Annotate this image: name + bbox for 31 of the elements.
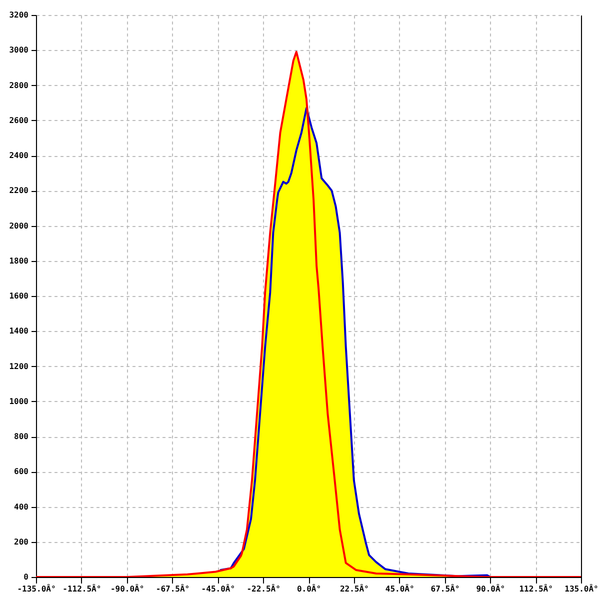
x-tick-label: -67.5Â°	[156, 584, 190, 594]
x-tick-label: -112.5Â°	[62, 584, 102, 594]
y-tick-label: 1600	[9, 292, 29, 300]
y-tick-label: 2600	[9, 116, 29, 125]
y-tick-label: 2200	[9, 186, 29, 196]
y-tick-label: 2400	[9, 151, 29, 160]
x-tick-label: 112.5Â°	[519, 584, 553, 594]
y-tick-label: 3200	[9, 10, 29, 20]
line-series	[220, 107, 492, 577]
x-tick-label: 135.0Â°	[564, 584, 598, 594]
y-tick-label: 200	[14, 537, 29, 546]
x-tick-label: -90.0Â°	[110, 584, 144, 594]
y-tick-label: 800	[14, 432, 29, 441]
y-tick-label: 1200	[9, 362, 29, 371]
y-tick-label: 0	[24, 572, 29, 582]
y-tick-label: 3000	[9, 46, 29, 55]
y-tick-label: 600	[14, 467, 29, 476]
x-tick-label: 90.0Â°	[476, 584, 506, 594]
x-tick-label: -135.0Â°	[17, 584, 56, 594]
x-tick-label: 67.5Â°	[430, 584, 460, 594]
x-tick-label: -45.0Â°	[201, 584, 236, 594]
x-tick-label: 22.5Â°	[340, 584, 369, 594]
y-tick-label: 400	[14, 502, 29, 512]
x-tick-label: 0.0Â°	[296, 584, 322, 594]
y-tick-label: 2800	[9, 80, 29, 90]
y-tick-label: 1400	[9, 326, 29, 336]
y-tick-label: 1000	[9, 396, 29, 406]
y-tick-label: 1800	[9, 256, 29, 266]
y-tick-label: 2000	[9, 221, 29, 230]
x-tick-label: 45.0Â°	[385, 584, 414, 594]
x-tick-label: -22.5Â°	[246, 584, 280, 594]
